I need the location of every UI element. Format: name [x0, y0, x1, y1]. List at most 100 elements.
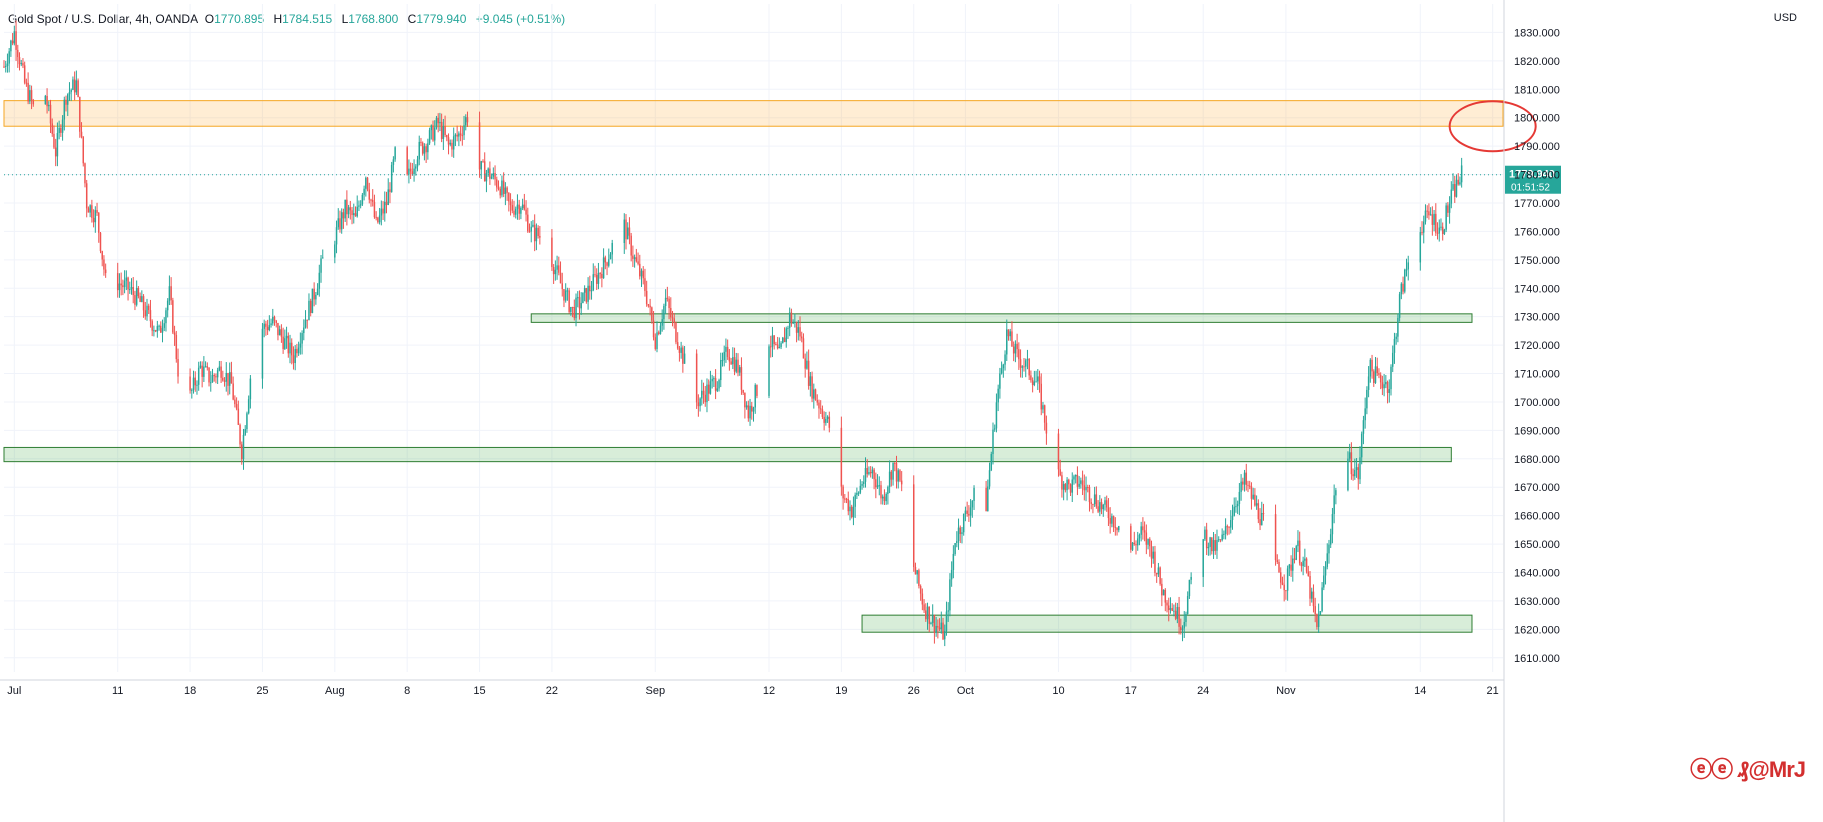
candle: [671, 310, 674, 327]
candle-body: [1000, 368, 1003, 374]
candle-body: [1310, 591, 1313, 599]
candle-body: [163, 323, 165, 328]
candle-body: [1224, 526, 1227, 534]
candle-body: [821, 409, 824, 417]
candle-body: [1257, 503, 1260, 520]
candle-body: [49, 104, 52, 124]
candle-body: [389, 189, 391, 193]
candle-body: [571, 307, 574, 309]
candle-body: [72, 79, 74, 90]
candle: [1157, 562, 1160, 578]
candle: [79, 96, 81, 138]
x-tick-label: 10: [1052, 685, 1064, 697]
candle: [590, 280, 593, 300]
candle: [509, 193, 512, 216]
candle: [1207, 542, 1210, 556]
candle: [1300, 561, 1303, 572]
candle-body: [1099, 502, 1101, 512]
y-tick-label: 1780.000: [1514, 170, 1560, 182]
y-tick-label: 1810.000: [1514, 84, 1560, 96]
candle: [237, 400, 240, 426]
candle: [508, 192, 510, 212]
candle-body: [845, 498, 848, 500]
candle-body: [353, 213, 355, 216]
candle-body: [130, 287, 133, 290]
candle: [297, 341, 300, 356]
candle-body: [129, 289, 131, 291]
candle-body: [1114, 526, 1117, 528]
candle-body: [673, 318, 675, 323]
candle-body: [82, 136, 85, 164]
candle-body: [32, 100, 35, 105]
candle: [154, 329, 157, 333]
candle: [792, 319, 794, 325]
candle: [850, 504, 853, 519]
candle-body: [278, 329, 281, 336]
candle-body: [656, 332, 658, 349]
candle: [890, 469, 893, 487]
candle-body: [742, 389, 744, 393]
candle-body: [349, 207, 352, 211]
candle-body: [954, 542, 956, 554]
candle: [742, 389, 744, 396]
candle: [409, 162, 412, 180]
candle: [1167, 597, 1170, 622]
candle-body: [451, 142, 453, 150]
candle-body: [578, 297, 581, 309]
candle-body: [428, 130, 431, 144]
candle-body: [497, 187, 500, 189]
y-tick-label: 1770.000: [1514, 198, 1560, 210]
candle: [875, 472, 877, 499]
candle: [780, 341, 782, 350]
candle-body: [756, 385, 758, 396]
candle-body: [1321, 587, 1323, 612]
candle: [713, 376, 715, 387]
candle-body: [713, 378, 715, 380]
candle: [1441, 222, 1444, 241]
candle-body: [744, 392, 746, 408]
candle-body: [239, 424, 241, 445]
candle: [582, 292, 584, 304]
candle-body: [1028, 359, 1030, 376]
candle-body: [125, 277, 128, 281]
candle: [1236, 500, 1239, 515]
candle-body: [1188, 579, 1191, 597]
candle-body: [914, 567, 917, 575]
candle-body: [1405, 269, 1408, 271]
candle: [1305, 557, 1308, 574]
candle: [1216, 529, 1218, 559]
candle-body: [866, 467, 868, 475]
candle-body: [4, 65, 7, 67]
candle-body: [1317, 614, 1320, 627]
candle-body: [297, 347, 300, 354]
candle-body: [84, 163, 86, 184]
candle: [1068, 478, 1070, 490]
candle-body: [897, 470, 899, 482]
candle: [706, 378, 708, 413]
candle-body: [496, 179, 498, 188]
candle: [807, 349, 810, 390]
candle-body: [1090, 502, 1092, 504]
candle: [1097, 500, 1099, 514]
candle: [973, 485, 975, 510]
candle-body: [56, 133, 59, 157]
candle-body: [487, 168, 489, 174]
candle: [716, 381, 719, 393]
candle-body: [442, 126, 445, 139]
candle: [702, 382, 705, 404]
candle: [711, 374, 713, 389]
candle: [1135, 540, 1137, 555]
candle-body: [921, 593, 924, 605]
candle-body: [104, 269, 107, 274]
candle: [339, 210, 341, 233]
candle: [726, 339, 729, 360]
candle: [85, 179, 88, 218]
candle-body: [1171, 608, 1173, 612]
candle-body: [222, 377, 224, 381]
candle: [22, 58, 24, 69]
candle-body: [666, 297, 669, 299]
candle: [782, 336, 784, 344]
candle-body: [80, 131, 83, 137]
candle: [611, 239, 613, 264]
